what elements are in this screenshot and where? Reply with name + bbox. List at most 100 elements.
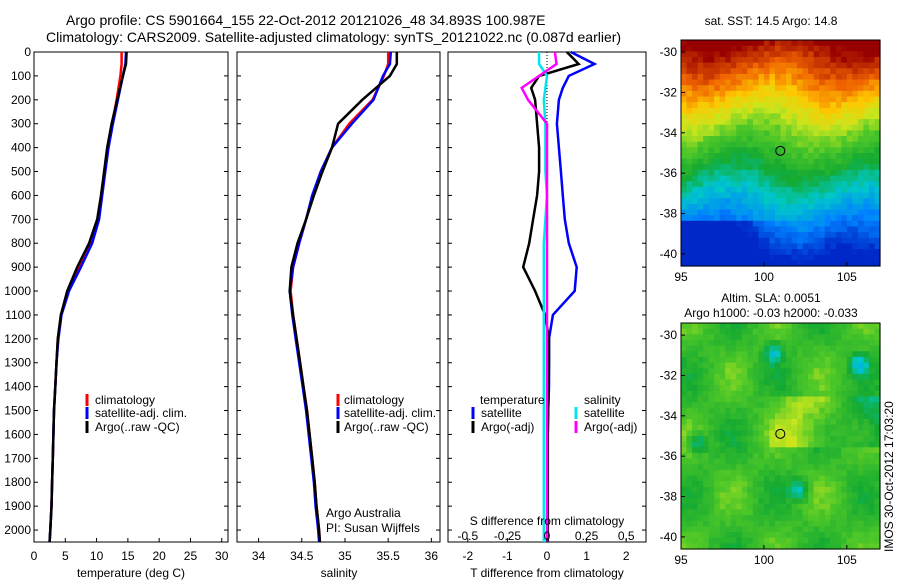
map-cell — [824, 56, 831, 64]
map-cell — [786, 260, 793, 267]
map-cell — [758, 181, 765, 188]
map-cell — [758, 56, 765, 64]
map-cell — [774, 209, 782, 216]
map-cell — [703, 402, 710, 409]
map-cell — [741, 379, 748, 386]
map-cell — [857, 56, 865, 64]
map-cell — [797, 249, 804, 256]
map-cell — [802, 79, 809, 86]
map-cell — [813, 441, 820, 448]
map-cell — [852, 362, 859, 369]
y-tick-label: 1700 — [4, 451, 31, 465]
map-cell — [786, 124, 793, 131]
map-cell — [686, 45, 693, 52]
map-cell — [802, 379, 809, 386]
map-cell — [874, 45, 881, 52]
map-cell — [846, 481, 853, 488]
map-cell — [797, 390, 804, 398]
map-cell — [813, 543, 820, 550]
map-cell — [874, 447, 881, 454]
map-cell — [752, 79, 759, 86]
map-cell — [681, 147, 688, 154]
map-cell — [791, 323, 798, 330]
map-cell — [797, 68, 804, 75]
map-cell — [802, 215, 809, 222]
map-cell — [752, 153, 759, 160]
map-cell — [863, 130, 870, 137]
map-cell — [797, 141, 804, 148]
map-cell — [758, 503, 765, 511]
map-cell — [808, 215, 815, 222]
map-cell — [752, 520, 759, 527]
map-cell — [714, 164, 721, 171]
map-cell — [868, 424, 876, 431]
map-cell — [725, 481, 732, 488]
map-cell — [692, 164, 699, 171]
map-cell — [813, 515, 820, 522]
map-cell — [857, 260, 865, 267]
map-cell — [769, 107, 776, 115]
map-cell — [741, 396, 748, 403]
map-cell — [808, 413, 815, 420]
map-cell — [719, 249, 726, 256]
map-cell — [852, 226, 859, 233]
map-cell — [736, 334, 743, 341]
map-cell — [797, 164, 804, 171]
map-cell — [846, 113, 853, 120]
map-cell — [697, 130, 704, 137]
map-cell — [813, 90, 820, 98]
map-cell — [692, 73, 699, 81]
map-cell — [824, 486, 831, 494]
map-cell — [786, 175, 793, 182]
map-cell — [752, 469, 759, 477]
map-cell — [791, 515, 798, 522]
map-cell — [857, 351, 865, 358]
map-cell — [824, 532, 831, 539]
map-cell — [725, 107, 732, 115]
map-cell — [774, 362, 782, 369]
map-cell — [846, 464, 853, 471]
map-cell — [758, 351, 765, 358]
map-cell — [852, 232, 859, 239]
map-cell — [780, 249, 787, 256]
map-cell — [730, 181, 737, 188]
difference-x-label: T difference from climatology — [470, 566, 624, 580]
map-cell — [841, 373, 848, 381]
map-cell — [857, 147, 865, 154]
map-cell — [697, 260, 704, 267]
map-cell — [786, 520, 793, 527]
map-cell — [708, 73, 715, 81]
map-cell — [780, 339, 787, 347]
map-cell — [819, 260, 826, 267]
map-cell — [686, 85, 693, 92]
map-cell — [703, 141, 710, 148]
map-cell — [830, 323, 837, 330]
map-cell — [819, 413, 826, 420]
map-cell — [692, 379, 699, 386]
map-cell — [752, 509, 759, 516]
map-cell — [692, 481, 699, 488]
map-cell — [791, 90, 798, 98]
map-cell — [681, 141, 688, 148]
map-cell — [830, 124, 837, 131]
y-tick-label: 700 — [11, 212, 31, 226]
map-cell — [786, 356, 793, 364]
map-cell — [835, 537, 842, 544]
map-cell — [736, 119, 743, 126]
map-cell — [824, 40, 831, 47]
map-cell — [697, 198, 704, 205]
map-cell — [730, 158, 737, 165]
map-cell — [797, 413, 804, 420]
map-cell — [830, 492, 837, 499]
map-cell — [780, 107, 787, 115]
map-cell — [769, 249, 776, 256]
map-cell — [863, 158, 870, 165]
map-cell — [697, 503, 704, 511]
map-cell — [857, 220, 865, 228]
map-cell — [697, 186, 704, 194]
map-cell — [813, 334, 820, 341]
map-cell — [791, 441, 798, 448]
map-cell — [736, 537, 743, 544]
map-cell — [703, 339, 710, 347]
map-cell — [863, 203, 870, 211]
